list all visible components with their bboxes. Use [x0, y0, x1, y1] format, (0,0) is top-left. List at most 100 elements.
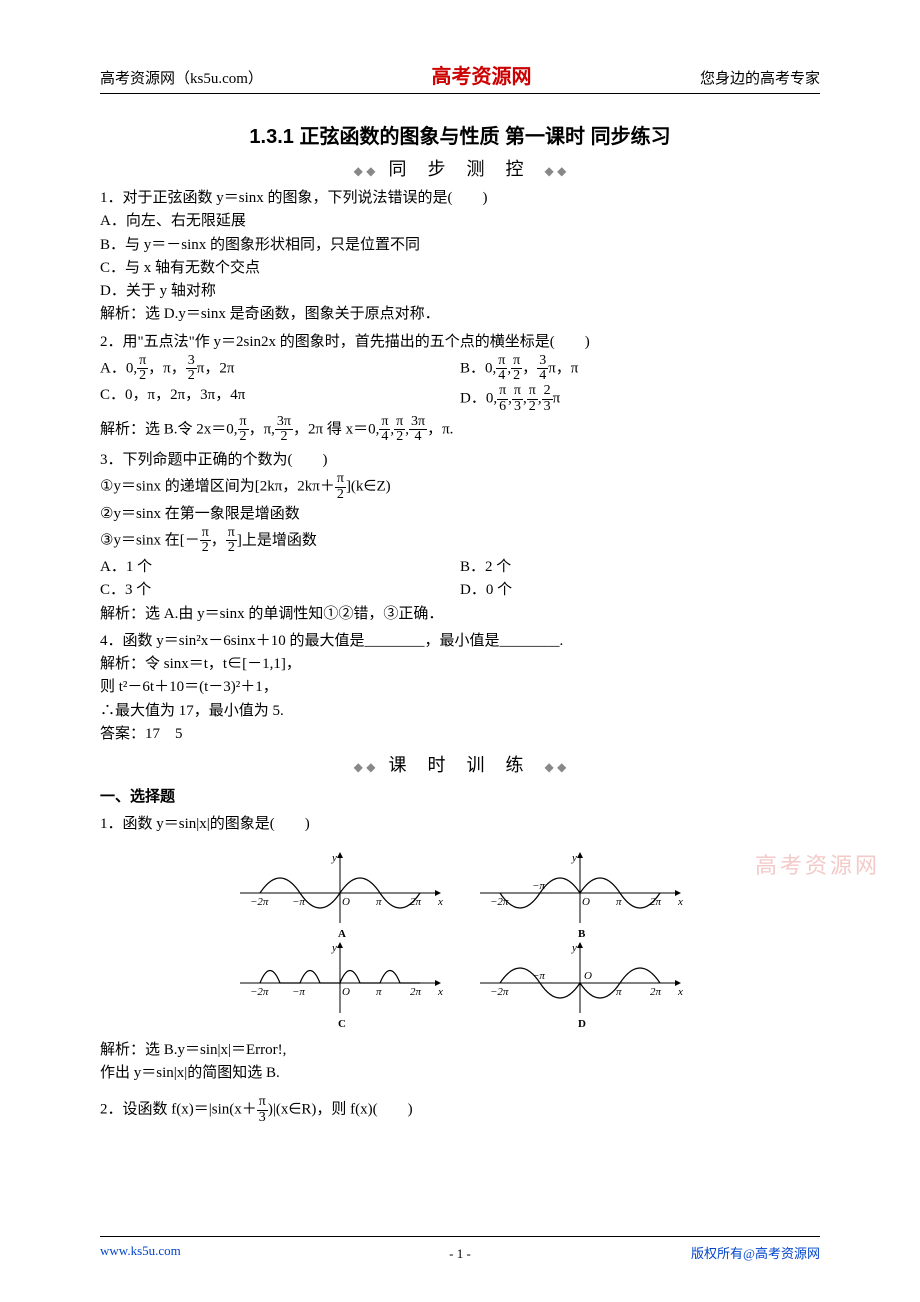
banner-deco-right: ◆ ◆ — [545, 164, 567, 178]
header-left: 高考资源网（ks5u.com） — [100, 67, 263, 88]
q3-opt-c: C．3 个 — [100, 579, 460, 602]
q3s3-pre: ③y＝sinx 在[－ — [100, 532, 200, 548]
q2-opt-b: B．0,π4,π2，34π，π — [460, 354, 820, 384]
page-header: 高考资源网（ks5u.com） 高考资源网 您身边的高考专家 — [100, 60, 820, 94]
q1-opt-d: D．关于 y 轴对称 — [100, 280, 820, 303]
q3-solution: 解析：选 A.由 y＝sinx 的单调性知①②错，③正确． — [100, 603, 820, 626]
p1-stem: 1．函数 y＝sin|x|的图象是( ) — [100, 813, 820, 836]
q3s3-post: ]上是增函数 — [237, 532, 317, 548]
q2s-pre: 解析：选 B.令 2x＝0, — [100, 421, 238, 437]
q1-solution: 解析：选 D.y＝sinx 是奇函数，图象关于原点对称． — [100, 303, 820, 326]
header-center-logo: 高考资源网 — [431, 60, 531, 89]
watermark: 高考资源网 — [755, 849, 880, 883]
svg-text:O: O — [582, 896, 590, 908]
q3-s3: ③y＝sinx 在[－π2，π2]上是增函数 — [100, 526, 820, 556]
p1-solution-1: 解析：选 B.y＝sin|x|＝Error!, — [100, 1039, 820, 1062]
p2-pre: 2．设函数 f(x)＝|sin(x＋ — [100, 1102, 257, 1118]
svg-text:O: O — [342, 986, 350, 998]
header-right: 您身边的高考专家 — [700, 67, 820, 88]
q1-opt-c: C．与 x 轴有无数个交点 — [100, 257, 820, 280]
q2-stem: 2．用"五点法"作 y＝2sin2x 的图象时，首先描出的五个点的横坐标是( ) — [100, 331, 820, 354]
svg-text:2π: 2π — [650, 896, 662, 908]
svg-text:y: y — [331, 852, 337, 864]
q2d-pre: D．0, — [460, 391, 497, 407]
svg-text:O: O — [584, 970, 592, 982]
q2s-post: ，π. — [427, 421, 453, 437]
q2-opt-d: D．0,π6,π3,π2,23π — [460, 384, 820, 414]
practice-1: 1．函数 y＝sin|x|的图象是( ) 高考资源网 xy O −2π−ππ2π — [100, 813, 820, 1085]
q4-stem: 4．函数 y＝sin²x－6sinx＋10 的最大值是________，最小值是… — [100, 630, 820, 653]
q1-opt-a: A．向左、右无限延展 — [100, 210, 820, 233]
section-banner-1: ◆ ◆ 同 步 测 控 ◆ ◆ — [100, 155, 820, 181]
banner-text-2: 课 时 训 练 — [388, 755, 531, 775]
q4-l3: ∴最大值为 17，最小值为 5. — [100, 700, 820, 723]
q2-opt-a: A．0,π2，π，32π，2π — [100, 354, 460, 384]
question-2: 2．用"五点法"作 y＝2sin2x 的图象时，首先描出的五个点的横坐标是( )… — [100, 331, 820, 445]
q2a-post2: π，2π — [197, 360, 235, 376]
q1-opt-b: B．与 y＝－sinx 的图象形状相同，只是位置不同 — [100, 234, 820, 257]
q1-stem: 1．对于正弦函数 y＝sinx 的图象，下列说法错误的是( ) — [100, 187, 820, 210]
practice-2: 2．设函数 f(x)＝|sin(x＋π3)|(x∈R)，则 f(x)( ) — [100, 1095, 820, 1125]
q3-opt-a: A．1 个 — [100, 556, 460, 579]
banner-deco-left: ◆ ◆ — [354, 164, 376, 178]
svg-text:−2π: −2π — [250, 986, 269, 998]
svg-text:−π: −π — [532, 880, 545, 892]
svg-text:2π: 2π — [650, 986, 662, 998]
svg-text:π: π — [616, 986, 622, 998]
svg-text:y: y — [331, 942, 337, 954]
q3s1-post: ](k∈Z) — [346, 479, 391, 495]
part1-heading: 一、选择题 — [100, 786, 820, 809]
svg-text:2π: 2π — [410, 986, 422, 998]
q2s-m1: ，π, — [249, 421, 275, 437]
q2s-m2: ，2π 得 x＝0, — [293, 421, 379, 437]
svg-text:x: x — [677, 896, 683, 908]
banner2-deco-right: ◆ ◆ — [545, 760, 567, 774]
svg-text:y: y — [571, 942, 577, 954]
svg-text:π: π — [376, 986, 382, 998]
q3-s2: ②y＝sinx 在第一象限是增函数 — [100, 503, 820, 526]
svg-text:O: O — [342, 896, 350, 908]
q3s1-pre: ①y＝sinx 的递增区间为[2kπ，2kπ＋ — [100, 479, 335, 495]
p1-figure: 高考资源网 xy O −2π−ππ2π A — [100, 843, 820, 1033]
content-body: 1．对于正弦函数 y＝sinx 的图象，下列说法错误的是( ) A．向左、右无限… — [100, 187, 820, 1125]
question-1: 1．对于正弦函数 y＝sinx 的图象，下列说法错误的是( ) A．向左、右无限… — [100, 187, 820, 327]
q2-solution: 解析：选 B.令 2x＝0,π2，π,3π2，2π 得 x＝0,π4,π2,3π… — [100, 415, 820, 445]
svg-text:−π: −π — [292, 896, 305, 908]
banner-text-1: 同 步 测 控 — [388, 159, 531, 179]
document-title: 1.3.1 正弦函数的图象与性质 第一课时 同步练习 — [100, 120, 820, 149]
p1-solution-2: 作出 y＝sin|x|的简图知选 B. — [100, 1062, 820, 1085]
q2b-post: π，π — [548, 360, 578, 376]
q3s3-mid: ， — [211, 532, 226, 548]
svg-text:2π: 2π — [410, 896, 422, 908]
svg-text:x: x — [437, 896, 443, 908]
q3-opt-b: B．2 个 — [460, 556, 820, 579]
svg-text:C: C — [338, 1018, 346, 1030]
q2a-pre: A．0, — [100, 360, 137, 376]
q2b-m2: ， — [522, 360, 537, 376]
svg-text:D: D — [578, 1018, 586, 1030]
page-number: - 1 - — [0, 1246, 920, 1262]
q4-l4: 答案：17 5 — [100, 723, 820, 746]
q2-opt-c: C．0，π，2π，3π，4π — [100, 384, 460, 414]
svg-text:π: π — [616, 896, 622, 908]
svg-text:−2π: −2π — [490, 896, 509, 908]
svg-text:π: π — [376, 896, 382, 908]
svg-text:−π: −π — [532, 970, 545, 982]
svg-text:−2π: −2π — [490, 986, 509, 998]
q2a-post: ，π， — [148, 360, 186, 376]
svg-text:x: x — [677, 986, 683, 998]
question-4: 4．函数 y＝sin²x－6sinx＋10 的最大值是________，最小值是… — [100, 630, 820, 746]
graph-options-svg: xy O −2π−ππ2π A xy O −2π−ππ2π B — [220, 843, 700, 1033]
section-banner-2: ◆ ◆ 课 时 训 练 ◆ ◆ — [100, 752, 820, 780]
svg-text:y: y — [571, 852, 577, 864]
question-3: 3．下列命题中正确的个数为( ) ①y＝sinx 的递增区间为[2kπ，2kπ＋… — [100, 449, 820, 626]
q2d-post: π — [553, 391, 561, 407]
svg-text:−π: −π — [292, 986, 305, 998]
q3-stem: 3．下列命题中正确的个数为( ) — [100, 449, 820, 472]
q2b-pre: B．0, — [460, 360, 496, 376]
q3-opt-d: D．0 个 — [460, 579, 820, 602]
banner2-deco-left: ◆ ◆ — [354, 760, 376, 774]
q4-l2: 则 t²－6t＋10＝(t－3)²＋1， — [100, 676, 820, 699]
p2-post: )|(x∈R)，则 f(x)( ) — [268, 1102, 413, 1118]
q3-s1: ①y＝sinx 的递增区间为[2kπ，2kπ＋π2](k∈Z) — [100, 472, 820, 502]
